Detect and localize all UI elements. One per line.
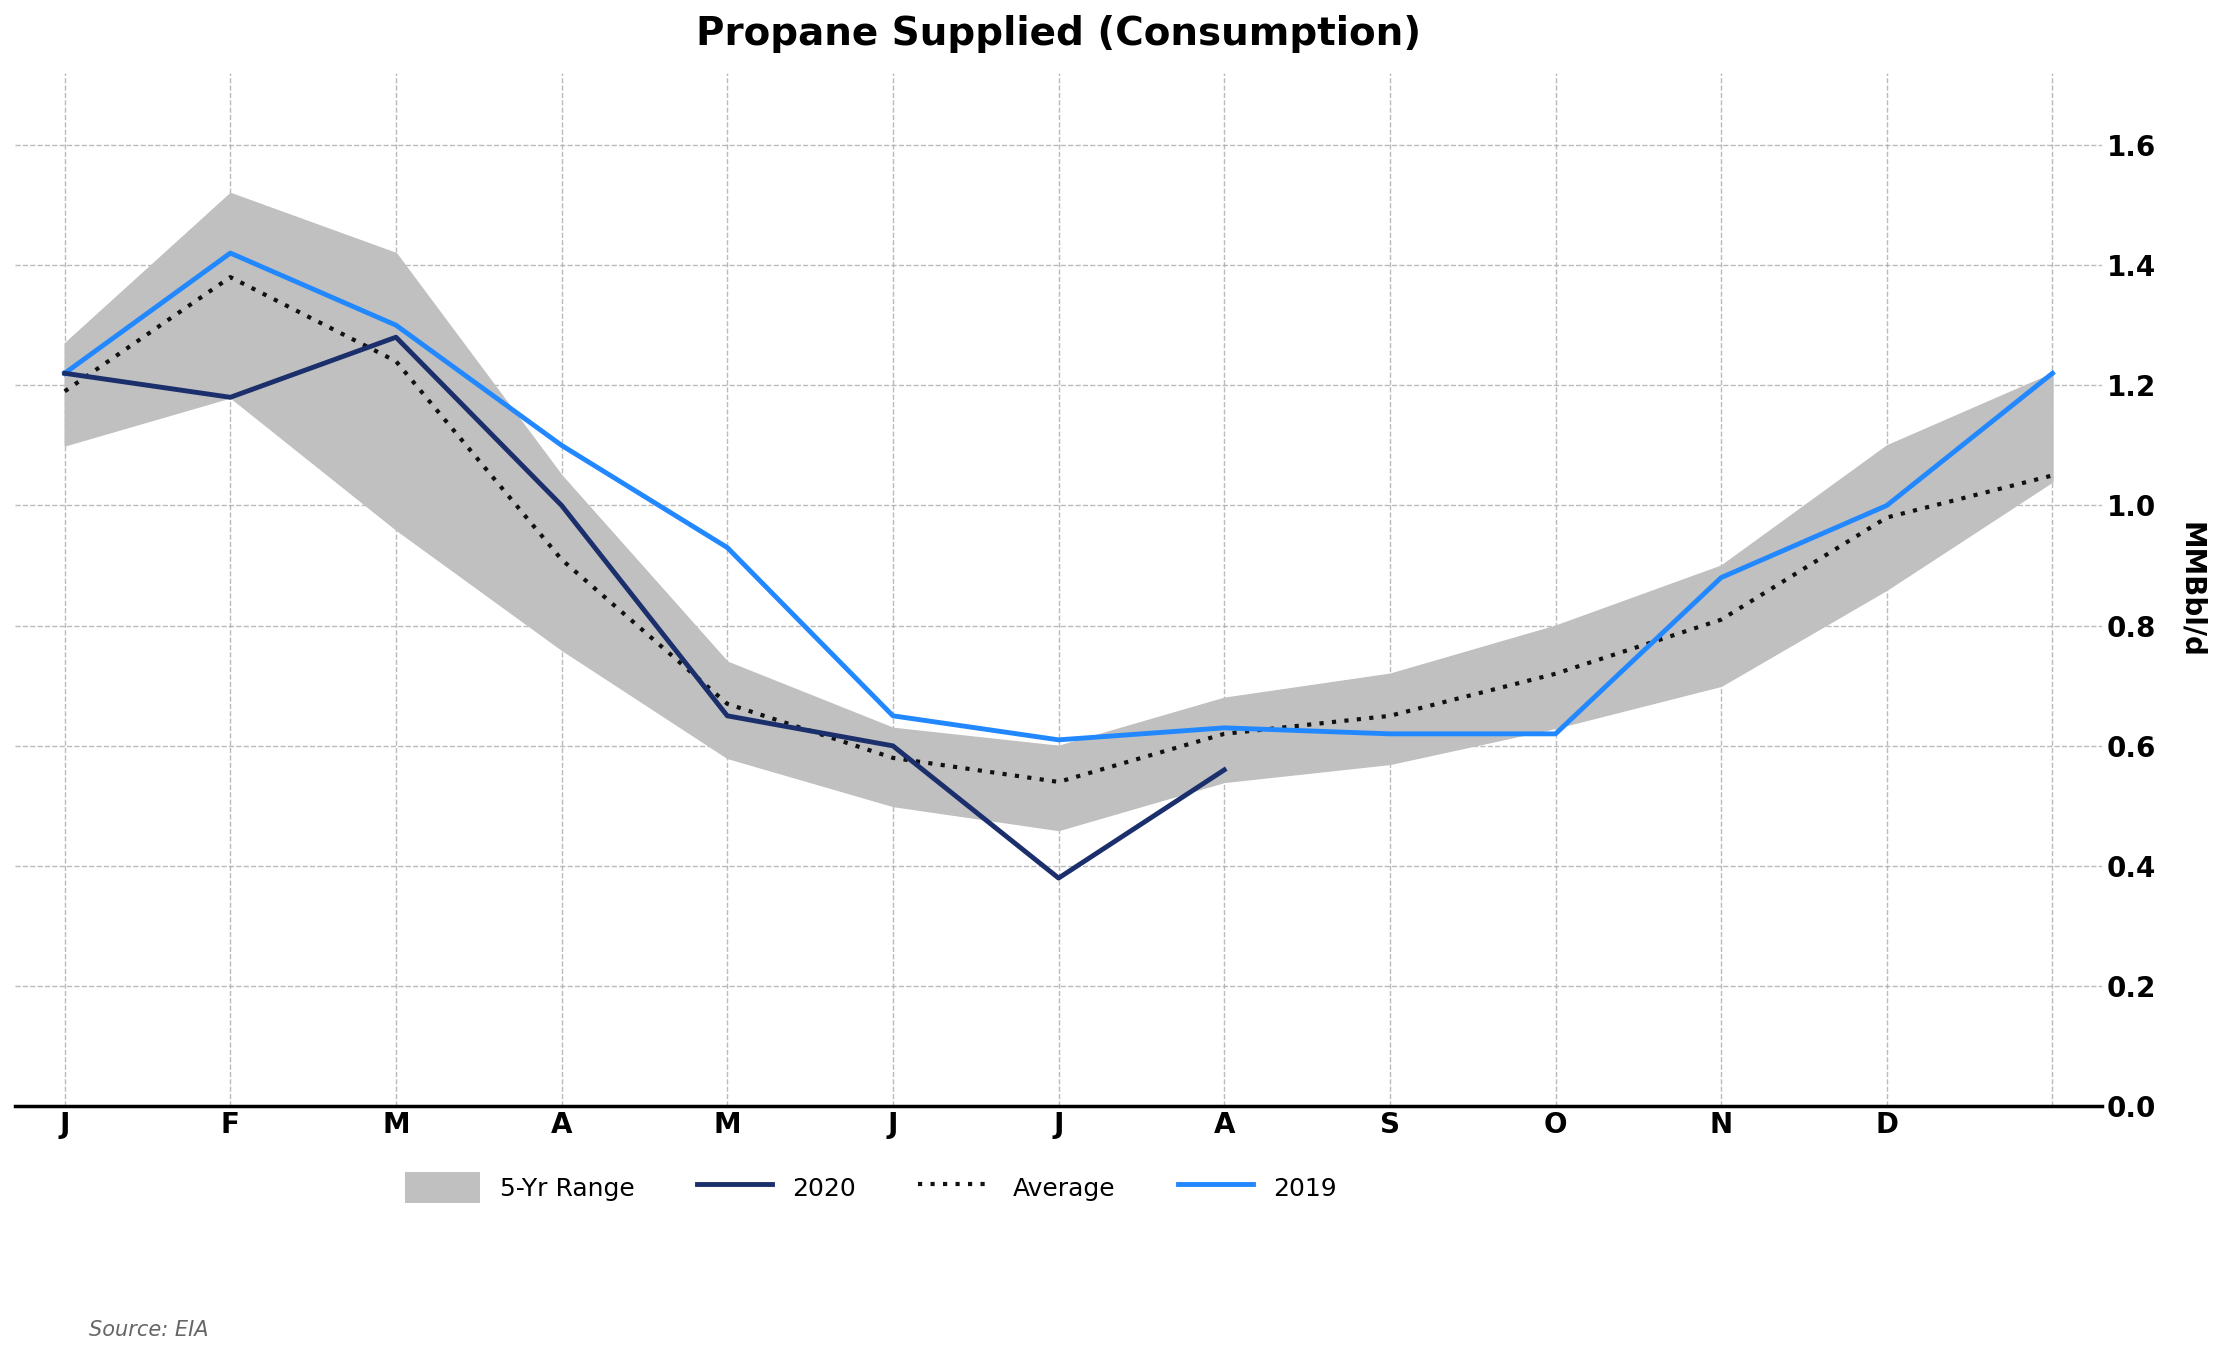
Y-axis label: MMBbl/d: MMBbl/d: [2178, 521, 2204, 657]
Title: Propane Supplied (Consumption): Propane Supplied (Consumption): [697, 15, 1421, 53]
Legend: 5-Yr Range, 2020, Average, 2019: 5-Yr Range, 2020, Average, 2019: [395, 1162, 1348, 1212]
Text: Source: EIA: Source: EIA: [89, 1320, 209, 1341]
